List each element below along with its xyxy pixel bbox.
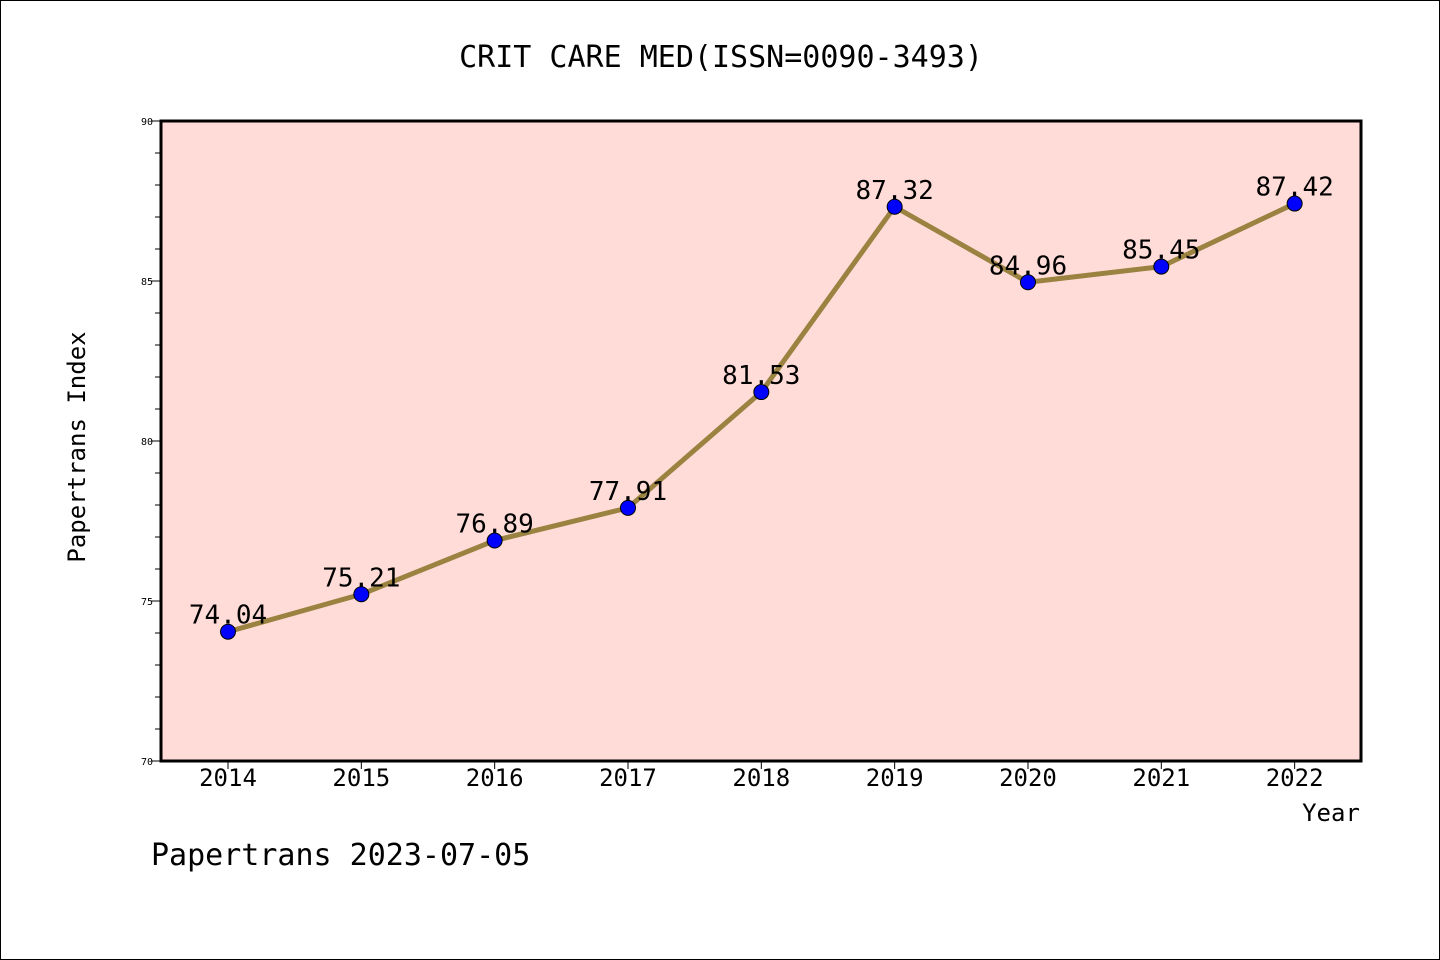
data-label: 74.04 <box>189 601 267 631</box>
chart-title: CRIT CARE MED(ISSN=0090-3493) <box>459 40 983 75</box>
data-point <box>1019 274 1036 291</box>
data-point <box>1286 195 1303 212</box>
data-point <box>619 499 636 516</box>
data-point <box>886 198 903 215</box>
data-point <box>220 623 236 640</box>
data-point <box>353 586 370 603</box>
data-point <box>486 532 503 549</box>
footer-stamp: Papertrans 2023-07-05 <box>151 838 530 873</box>
x-axis-title: Year <box>1302 799 1360 827</box>
x-tick-label: 2022 <box>1266 764 1324 792</box>
data-label: 81.53 <box>722 361 800 391</box>
data-label: 76.89 <box>456 510 534 540</box>
data-label: 87.32 <box>856 176 934 206</box>
data-labels: 74.04 75.21 76.89 77.91 81.53 87.32 84.96 85.45… <box>189 173 1334 631</box>
y-tick-label: 80 <box>141 437 153 448</box>
x-tick-label: 2015 <box>332 764 390 792</box>
x-tick-label: 2021 <box>1132 764 1190 792</box>
x-tick-label: 2019 <box>866 764 924 792</box>
plot-area <box>159 119 1363 763</box>
y-tick-label: 90 <box>141 117 153 128</box>
y-tick-label: 75 <box>141 597 153 608</box>
series-line-group <box>220 195 1303 640</box>
data-point <box>1153 258 1170 275</box>
data-label: 77.91 <box>589 477 667 507</box>
y-axis: 70 75 80 85 90 <box>141 117 161 768</box>
x-tick-label: 2018 <box>732 764 790 792</box>
data-label: 87.42 <box>1255 173 1333 203</box>
x-axis: 2014 2015 2016 2017 2018 2019 2020 2021 2022 <box>199 761 1324 792</box>
x-tick-label: 2014 <box>199 764 257 792</box>
x-tick-label: 2016 <box>466 764 524 792</box>
y-tick-label: 70 <box>141 757 153 768</box>
y-axis-title: Papertrans Index <box>63 331 91 562</box>
x-tick-label: 2020 <box>999 764 1057 792</box>
y-tick-label: 85 <box>141 277 153 288</box>
data-point <box>753 384 770 401</box>
data-label: 75.21 <box>322 563 400 593</box>
data-label: 84.96 <box>989 251 1067 281</box>
x-tick-label: 2017 <box>599 764 657 792</box>
data-label: 85.45 <box>1122 236 1200 266</box>
